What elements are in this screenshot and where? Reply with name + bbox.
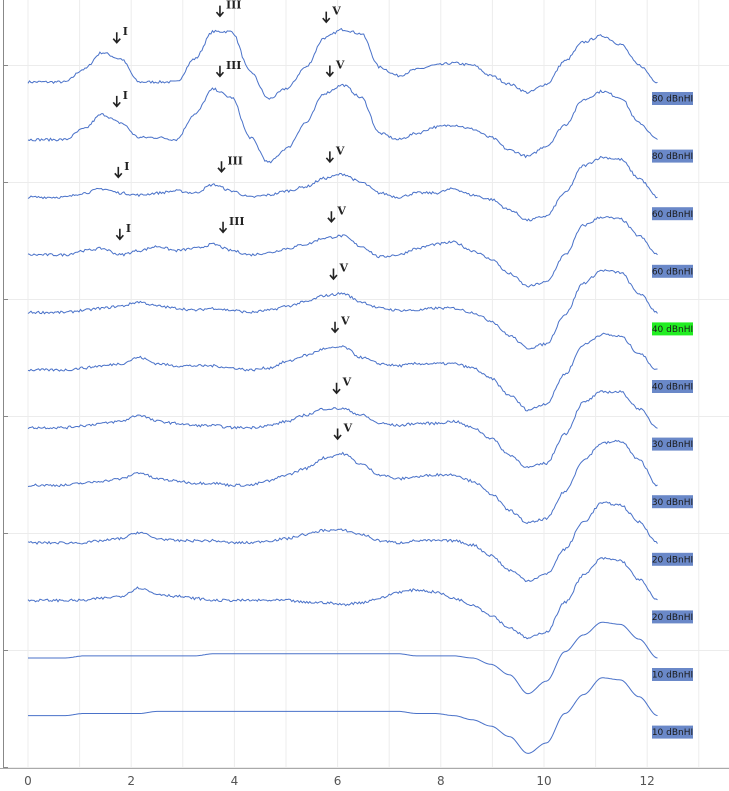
chart-axes [0,0,729,769]
level-label-box [652,207,693,221]
level-label-text: 80 dBnHI [652,152,693,162]
waveform-trace [27,27,658,100]
waveform-trace [28,677,658,754]
x-tick-label: 10 [536,774,551,788]
level-label-text: 40 dBnHI [652,325,693,335]
x-tick-label: 12 [640,774,655,788]
level-label-box [652,437,693,451]
waveform-trace [27,269,658,350]
level-label-text: 20 dBnHI [652,613,693,623]
chart-gridlines [3,0,729,768]
level-label-box [652,552,693,566]
waveform-trace [27,332,658,412]
level-label-text: 80 dBnHI [652,95,693,105]
peak-arrow-icon [325,65,334,78]
peak-label: I [123,89,128,102]
level-label-box [652,264,693,278]
peak-arrow-icon [330,321,340,334]
peak-label: I [123,25,128,38]
peak-arrow-icon [112,95,121,108]
level-label-text: 40 dBnHI [652,383,693,393]
peak-label: V [340,315,350,328]
level-label-box [652,380,693,393]
peak-arrow-icon [218,221,228,234]
level-label-box [652,149,693,163]
peak-arrow-icon [332,382,341,395]
peak-label: V [343,421,353,434]
level-label-box [652,610,693,624]
peak-label: V [335,59,345,72]
peak-arrow-icon [115,228,124,241]
x-tick-label: 4 [231,774,239,788]
peak-label: I [126,222,131,235]
peak-arrow-icon [327,211,336,224]
level-label-text: 60 dBnHI [652,267,693,277]
waveform-trace [27,501,658,583]
peak-label: V [331,5,341,18]
level-label-text: 30 dBnHI [652,440,693,450]
level-label-text: 10 dBnHI [652,671,693,681]
x-tick-label: 8 [437,774,445,788]
waveform-trace [27,439,658,525]
level-labels: 80 dBnHI 80 dBnHI 60 dBnHI 60 dBnHI 40 dBnHI… [652,92,693,739]
level-label-text: 10 dBnHI [652,728,693,738]
peak-arrow-icon [322,11,331,24]
waveform-trace [27,389,658,469]
peak-label: III [228,154,243,167]
waveform-traces [27,27,658,754]
level-label-box [652,92,693,105]
waveform-trace [28,621,658,695]
level-label-text: 20 dBnHI [652,555,693,565]
peak-arrow-icon [114,166,123,179]
level-label-text: 30 dBnHI [652,498,693,508]
level-label-text: 60 dBnHI [652,210,693,220]
peak-label: V [336,204,346,217]
waveform-trace [27,83,658,164]
peak-label: III [226,59,241,72]
y-axis-ticks [3,65,8,768]
peak-label: I [124,160,129,173]
peak-arrow-icon [329,268,338,281]
level-label-box [652,668,693,681]
x-tick-label: 6 [334,774,342,788]
peak-label: III [226,0,241,12]
peak-label: III [229,215,244,228]
waveform-trace [27,216,658,288]
peak-label: V [338,262,348,275]
peak-arrow-icon [112,32,121,44]
peak-arrow-icon [333,428,342,441]
x-tick-label: 0 [24,774,32,788]
waveform-trace [27,155,658,222]
peak-arrow-icon [215,5,225,18]
x-axis-tick-labels: 0 2 4 6 8 10 12 [24,774,655,788]
peak-arrow-icon [217,161,226,174]
waveform-trace [27,556,658,640]
peak-label: V [342,376,352,389]
level-label-box [652,725,693,739]
peak-arrow-icon [325,151,334,164]
peak-arrow-icon [215,65,225,78]
level-label-box [652,322,693,336]
level-label-box [652,495,693,509]
peak-label: V [335,144,345,157]
x-tick-label: 2 [127,774,135,788]
